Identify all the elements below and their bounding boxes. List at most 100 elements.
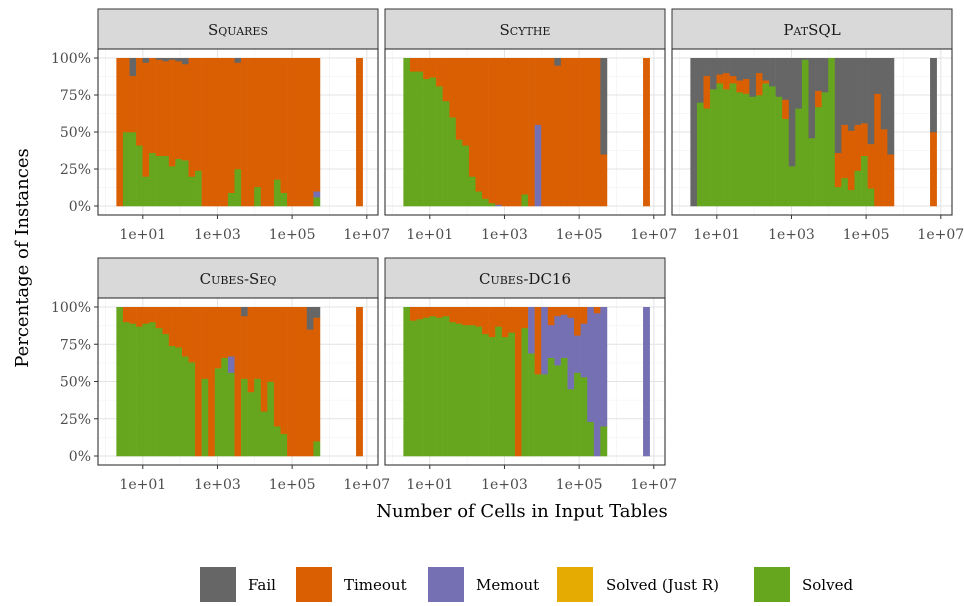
bar-segment-solved bbox=[456, 323, 463, 456]
bar-segment-timeout bbox=[574, 58, 581, 206]
bar-segment-solved bbox=[855, 170, 862, 206]
bar-segment-fail bbox=[887, 58, 894, 155]
x-tick-label: 1e+03 bbox=[481, 477, 528, 493]
bar-segment-timeout bbox=[423, 307, 430, 318]
legend-item-solved: Solved bbox=[754, 567, 853, 602]
bar-segment-fail bbox=[241, 307, 248, 316]
bar-segment-timeout bbox=[581, 307, 588, 324]
bar-segment-fail bbox=[554, 58, 561, 66]
bar-segment-timeout bbox=[561, 58, 568, 206]
bar-segment-timeout bbox=[535, 58, 542, 125]
legend-label-fail: Fail bbox=[248, 576, 276, 594]
bar-segment-timeout bbox=[841, 125, 848, 179]
legend-item-solved-just-r: Solved (Just R) bbox=[557, 567, 719, 602]
bar-segment-timeout bbox=[149, 58, 156, 153]
x-tick-label: 1e+01 bbox=[406, 227, 453, 243]
bar-segment-solved bbox=[281, 434, 288, 457]
bar-segment-solved bbox=[313, 197, 320, 206]
x-axis-cubes-seq: 1e+01 1e+03 1e+05 1e+07 bbox=[119, 465, 390, 493]
bar-segment-timeout bbox=[208, 58, 215, 206]
bar-segment-solved bbox=[782, 119, 789, 207]
legend-item-fail: Fail bbox=[200, 567, 276, 602]
bar-segment-solved bbox=[136, 145, 143, 206]
bar-segment-timeout bbox=[228, 307, 235, 356]
bar-segment-timeout bbox=[495, 307, 502, 327]
bar-segment-timeout bbox=[169, 307, 176, 346]
bar-segment-solved bbox=[581, 377, 588, 456]
bar-segment-timeout bbox=[462, 307, 469, 325]
strip-label-cubes-dc16: Cubes-DC16 bbox=[479, 270, 571, 288]
legend-swatch-fail bbox=[200, 567, 236, 602]
bar-segment-solved bbox=[417, 71, 424, 206]
x-tick-label: 1e+01 bbox=[406, 477, 453, 493]
bar-segment-timeout bbox=[743, 79, 750, 94]
bar-segment-timeout bbox=[554, 65, 561, 206]
bar-segment-solved bbox=[802, 59, 809, 206]
bar-segment-solved bbox=[423, 317, 430, 456]
bar-segment-timeout bbox=[600, 154, 607, 206]
bar-segment-timeout bbox=[130, 76, 137, 133]
bar-segment-solved bbox=[254, 379, 261, 457]
bar-segment-solved bbox=[175, 347, 182, 456]
bar-segment-fail bbox=[802, 58, 809, 60]
bar-segment-solved bbox=[130, 132, 137, 206]
bar-segment-timeout bbox=[730, 76, 737, 84]
bar-segment-timeout bbox=[136, 307, 143, 327]
bar-segment-fail bbox=[156, 58, 163, 60]
bar-segment-fail bbox=[169, 58, 176, 60]
bar-segment-solved bbox=[489, 337, 496, 457]
bar-segment-fail bbox=[743, 58, 750, 79]
x-tick-label: 1e+03 bbox=[194, 477, 241, 493]
bar-segment-solved bbox=[716, 83, 723, 206]
bar-segment-timeout bbox=[142, 62, 149, 176]
bar-segment-timeout bbox=[417, 307, 424, 319]
bar-segment-timeout bbox=[561, 307, 568, 315]
y-tick-label: 100% bbox=[51, 51, 91, 67]
bar-segment-solved bbox=[521, 194, 528, 206]
bar-segment-solved bbox=[228, 373, 235, 457]
bar-segment-solved bbox=[762, 83, 769, 206]
bar-segment-timeout bbox=[835, 153, 842, 187]
bar-segment-solved bbox=[274, 426, 281, 456]
bar-segment-memout bbox=[541, 307, 548, 374]
bar-segment-solved bbox=[789, 166, 796, 206]
bar-segment-timeout bbox=[169, 59, 176, 166]
bar-segment-fail bbox=[182, 58, 189, 64]
x-tick-label: 1e+07 bbox=[630, 477, 677, 493]
bar-segment-timeout bbox=[762, 80, 769, 83]
y-tick-label: 0% bbox=[69, 199, 91, 215]
bar-segment-timeout bbox=[581, 58, 588, 206]
bar-segment-timeout bbox=[574, 307, 581, 336]
facet-panels: Squares 1e+01 1e+03 1e+05 1e+07 0% 25% 50% 75% 10… bbox=[51, 9, 964, 493]
bar-segment-memout bbox=[581, 323, 588, 377]
bar-segment-fail bbox=[730, 58, 737, 76]
bar-segment-timeout bbox=[489, 307, 496, 337]
bar-segment-timeout bbox=[848, 131, 855, 191]
bar-segment-solved bbox=[248, 392, 255, 456]
bar-segment-solved bbox=[162, 334, 169, 456]
strip-label-cubes-seq: Cubes-Seq bbox=[200, 270, 277, 288]
bar-segment-timeout bbox=[313, 317, 320, 441]
bar-segment-timeout bbox=[868, 144, 875, 189]
bar-segment-solved bbox=[169, 166, 176, 206]
bar-segment-timeout bbox=[469, 307, 476, 325]
bar-segment-fail bbox=[600, 58, 607, 155]
bar-segment-timeout bbox=[568, 58, 575, 206]
bar-segment-fail bbox=[815, 58, 822, 91]
bar-segment-solved bbox=[221, 358, 228, 457]
bar-segment-timeout bbox=[162, 61, 169, 156]
bar-segment-solved bbox=[697, 102, 704, 206]
bar-segment-timeout bbox=[436, 58, 443, 86]
bar-segment-solved bbox=[234, 169, 241, 206]
bar-segment-solved bbox=[142, 176, 149, 206]
bar-segment-solved bbox=[568, 389, 575, 456]
y-tick-label: 75% bbox=[60, 88, 91, 104]
x-tick-label: 1e+01 bbox=[119, 227, 166, 243]
bar-segment-timeout bbox=[142, 307, 149, 324]
bar-segment-solved bbox=[429, 77, 436, 206]
bar-segment-timeout bbox=[281, 307, 288, 434]
bar-segment-fail bbox=[881, 58, 888, 129]
bar-segment-timeout bbox=[307, 329, 314, 456]
bar-segment-memout bbox=[568, 317, 575, 389]
bar-segment-solved bbox=[861, 156, 868, 207]
